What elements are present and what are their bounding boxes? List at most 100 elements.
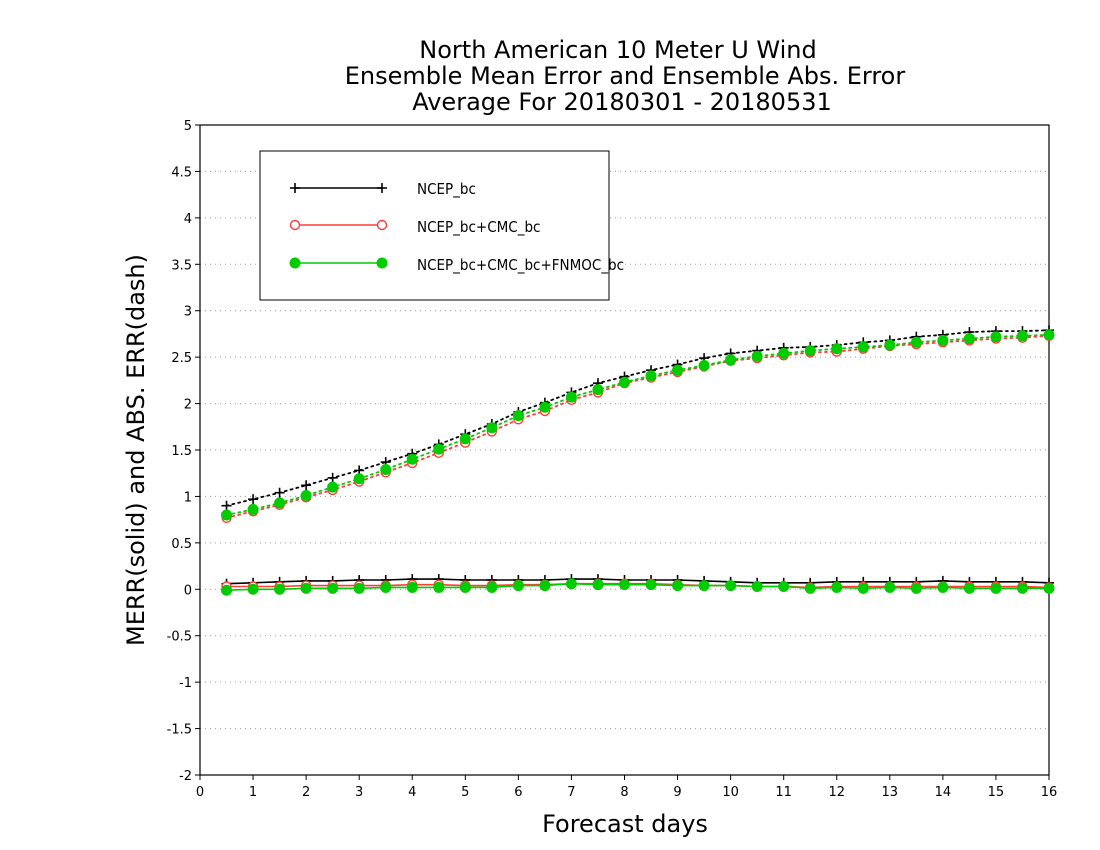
x-tick-label: 10: [722, 785, 739, 800]
y-axis-title: MERR(solid) and ABS. ERR(dash): [122, 254, 150, 646]
mean-error-point-2: [512, 580, 524, 592]
y-tick-label: 4: [184, 212, 192, 227]
abs-error-point-2: [221, 509, 233, 521]
x-tick-label: 1: [249, 785, 257, 800]
abs-error-point-2: [804, 345, 816, 357]
mean-error-point-2: [459, 581, 471, 593]
mean-error-point-2: [274, 583, 286, 595]
abs-error-point-0: [301, 480, 312, 491]
mean-error-point-2: [778, 581, 790, 592]
mean-error-point-2: [990, 582, 1002, 594]
abs-error-point-2: [592, 384, 604, 396]
x-tick-label: 6: [514, 785, 522, 800]
abs-error-point-2: [380, 464, 392, 475]
x-tick-label: 7: [567, 785, 575, 800]
y-tick-label: 0.5: [171, 537, 192, 552]
abs-error-point-2: [300, 490, 312, 501]
abs-error-point-2: [910, 336, 922, 348]
mean-error-point-2: [300, 582, 312, 594]
mean-error-point-2: [1016, 582, 1028, 594]
mean-error-point-2: [937, 581, 949, 593]
abs-error-point-2: [1043, 329, 1055, 341]
mean-error-point-2: [725, 580, 737, 592]
title-line-3: Average For 20180301 - 20180531: [412, 88, 832, 116]
y-tick-label: 3.5: [171, 258, 192, 273]
x-tick-label: 13: [882, 785, 899, 800]
chart-title: North American 10 Meter U Wind Ensemble …: [345, 36, 906, 116]
legend-samples: [289, 183, 388, 269]
abs-error-line-2: [225, 333, 1050, 516]
legend-marker-2: [376, 257, 388, 269]
abs-error-point-2: [327, 481, 339, 493]
mean-error-point-2: [1043, 582, 1055, 594]
mean-error-point-2: [910, 582, 922, 594]
abs-error-point-0: [327, 472, 338, 483]
mean-error-point-2: [592, 579, 604, 591]
y-tick-label: 1.5: [171, 444, 192, 459]
y-tick-label: 0: [184, 583, 192, 598]
abs-error-point-2: [831, 343, 843, 355]
abs-error-point-2: [512, 410, 524, 422]
x-tick-label: 4: [408, 785, 416, 800]
abs-error-line-1: [225, 334, 1050, 519]
x-tick-label: 2: [302, 785, 310, 800]
legend: NCEP_bc NCEP_bc+CMC_bc NCEP_bc+CMC_bc+FN…: [259, 150, 624, 301]
axes: -2-1.5-1-0.500.511.522.533.544.550 1 2 3 4 5 6…: [167, 119, 1058, 800]
mean-error-point-2: [221, 584, 233, 596]
x-tick-label: 9: [673, 785, 681, 800]
x-tick-label: 0: [196, 785, 204, 800]
abs-error-point-0: [248, 494, 259, 505]
title-line-2: Ensemble Mean Error and Ensemble Abs. Er…: [345, 62, 906, 90]
mean-error-point-2: [486, 581, 498, 593]
x-tick-label: 3: [355, 785, 363, 800]
legend-marker-1: [289, 219, 301, 231]
abs-error-point-2: [247, 503, 259, 515]
abs-error-point-2: [990, 331, 1002, 343]
abs-error-point-2: [672, 364, 684, 376]
mean-error-point-2: [406, 581, 418, 593]
abs-error-point-2: [937, 334, 949, 346]
mean-error-point-2: [645, 579, 657, 591]
x-tick-label: 14: [935, 785, 952, 800]
legend-label-ncep-cmc-fnmoc: NCEP_bc+CMC_bc+FNMOC_bc: [417, 256, 624, 275]
mean-error-point-2: [831, 581, 843, 593]
legend-marker-1: [376, 219, 388, 231]
y-tick-label: 4.5: [171, 165, 192, 180]
abs-error-point-2: [274, 497, 286, 509]
y-tick-label: -2: [179, 769, 192, 784]
x-tick-label: 8: [620, 785, 628, 800]
abs-error-point-2: [353, 473, 365, 485]
abs-error-point-2: [539, 401, 551, 413]
abs-error-point-2: [1016, 330, 1028, 342]
abs-error-point-0: [221, 500, 232, 511]
mean-error-point-2: [247, 583, 259, 595]
abs-error-point-2: [698, 360, 710, 371]
mean-error-point-2: [698, 580, 710, 592]
mean-error-point-2: [353, 582, 365, 594]
x-tick-label: 12: [828, 785, 845, 800]
abs-error-point-2: [645, 370, 657, 382]
abs-error-point-2: [619, 376, 630, 388]
legend-marker-2: [289, 257, 301, 269]
y-tick-label: 1: [184, 490, 192, 505]
y-tick-label: -0.5: [167, 630, 192, 645]
abs-error-point-2: [778, 347, 790, 359]
legend-marker-0: [290, 183, 300, 193]
title-line-1: North American 10 Meter U Wind: [419, 36, 816, 64]
abs-error-point-2: [963, 333, 975, 345]
legend-label-ncep-bc: NCEP_bc: [417, 180, 476, 199]
abs-error-point-0: [274, 487, 285, 498]
abs-error-point-2: [884, 339, 896, 351]
series-group: [221, 325, 1055, 596]
abs-error-point-2: [857, 341, 869, 353]
abs-error-point-2: [406, 453, 418, 465]
x-tick-label: 5: [461, 785, 469, 800]
y-tick-label: 2.5: [171, 351, 192, 366]
y-tick-label: 3: [184, 305, 192, 320]
mean-error-point-2: [804, 582, 816, 594]
mean-error-point-2: [380, 581, 392, 593]
legend-label-ncep-cmc: NCEP_bc+CMC_bc: [417, 218, 540, 237]
y-tick-label: 2: [184, 398, 192, 413]
